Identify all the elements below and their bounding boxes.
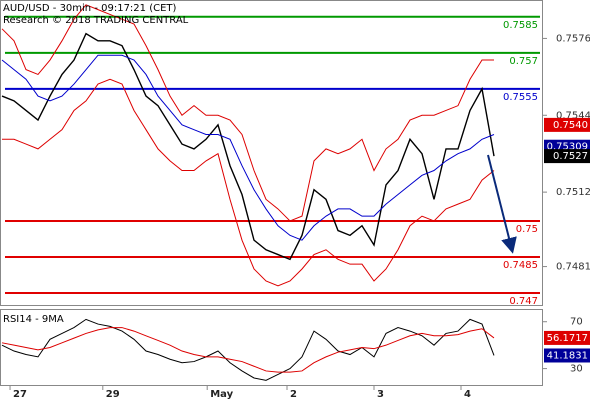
price-marker-label: 0.75309 [547,142,588,153]
indicator-line [2,78,495,287]
price-marker [544,117,590,132]
rsi-line [1,327,495,373]
y-tick-label: 0.7481 [556,262,590,273]
projection-arrow [487,154,517,254]
price-line [1,32,495,261]
level-label: 0.7555 [503,92,538,103]
x-tick-label: 2 [290,389,297,400]
rsi-line [1,318,495,381]
x-tick-label: 27 [13,389,27,400]
x-tick-label: 29 [106,389,120,400]
y-tick-label: 0.7512 [556,187,590,198]
rsi-marker [544,348,590,363]
level-label: 0.75 [516,224,538,235]
price-marker-label: 0.7540 [553,120,588,131]
rsi-panel [0,309,543,386]
x-tick-label: 4 [464,389,471,400]
chart-subtitle: Research © 2018 TRADING CENTRAL [3,15,189,26]
plot: 0.7576 0.7544 0.7512 0.7481 27 29 May 2 3 4 0.7585… [1,4,590,400]
level-label: 0.7485 [503,260,538,271]
rsi-tick-label: 70 [570,317,583,328]
x-tick-label: 3 [377,389,384,400]
price-marker-label: 0.7527 [553,151,588,162]
rsi-marker [544,330,590,345]
y-tick-label: 0.7544 [556,110,590,121]
indicator-line [1,54,495,241]
indicator-line [1,4,494,222]
rsi-tick-label: 30 [570,364,583,375]
x-tick-label: May [210,389,233,400]
price-panel [0,0,543,306]
level-label: 0.7585 [503,20,538,31]
rsi-marker-label: 56.1717 [547,333,588,344]
chart-title: AUD/USD - 30min - 09:17:21 (CET) [3,3,177,14]
level-label: 0.757 [509,56,538,67]
level-label: 0.747 [509,296,538,307]
rsi-marker-label: 41.1831 [547,350,588,361]
rsi-title: RSI14 - 9MA [3,314,64,325]
price-marker [544,149,590,164]
y-tick-label: 0.7576 [556,33,590,44]
